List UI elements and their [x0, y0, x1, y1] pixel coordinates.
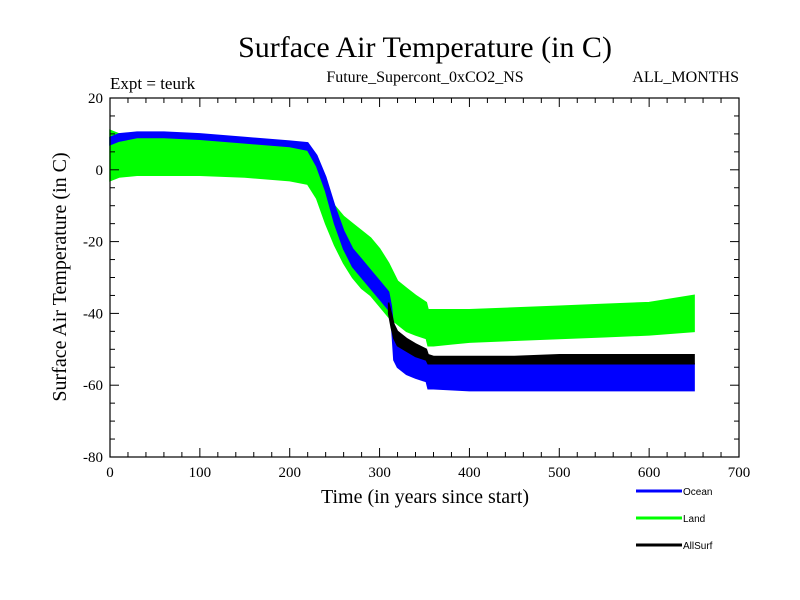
legend-label-land: Land: [683, 514, 705, 525]
y-tick-label: -60: [83, 378, 103, 394]
x-tick-label: 100: [189, 465, 212, 481]
x-tick-label: 600: [638, 465, 661, 481]
chart-title: Surface Air Temperature (in C): [238, 31, 612, 64]
x-tick-labels: 0 100 200 300 400 500 600 700: [106, 465, 750, 481]
legend-label-ocean: Ocean: [683, 487, 712, 498]
y-tick-labels: -80 -60 -40 -20 0 20: [83, 91, 103, 466]
subtitle-center: Future_Supercont_0xCO2_NS: [326, 69, 523, 86]
y-tick-label: -80: [83, 450, 103, 466]
subtitle-left: Expt = teurk: [110, 74, 196, 93]
series-bands: [109, 129, 695, 392]
legend: Ocean Land AllSurf: [636, 487, 713, 552]
y-tick-label: -40: [83, 306, 103, 322]
x-axis-label: Time (in years since start): [321, 486, 529, 508]
legend-label-allsurf: AllSurf: [683, 541, 713, 552]
series-allsurf-band: [387, 302, 695, 365]
axis-ticks: [109, 97, 740, 458]
x-tick-label: 0: [106, 465, 114, 481]
series-ocean-band: [109, 131, 695, 392]
x-tick-label: 500: [548, 465, 571, 481]
x-tick-label: 300: [368, 465, 391, 481]
y-tick-label: 20: [88, 91, 103, 107]
y-axis-label: Surface Air Temperature (in C): [49, 152, 71, 401]
y-tick-label: 0: [96, 163, 104, 179]
x-tick-label: 200: [278, 465, 301, 481]
series-land-band: [109, 129, 695, 347]
x-tick-label: 700: [728, 465, 751, 481]
y-tick-label: -20: [83, 235, 103, 251]
subtitle-right: ALL_MONTHS: [632, 69, 739, 86]
x-tick-label: 400: [458, 465, 481, 481]
